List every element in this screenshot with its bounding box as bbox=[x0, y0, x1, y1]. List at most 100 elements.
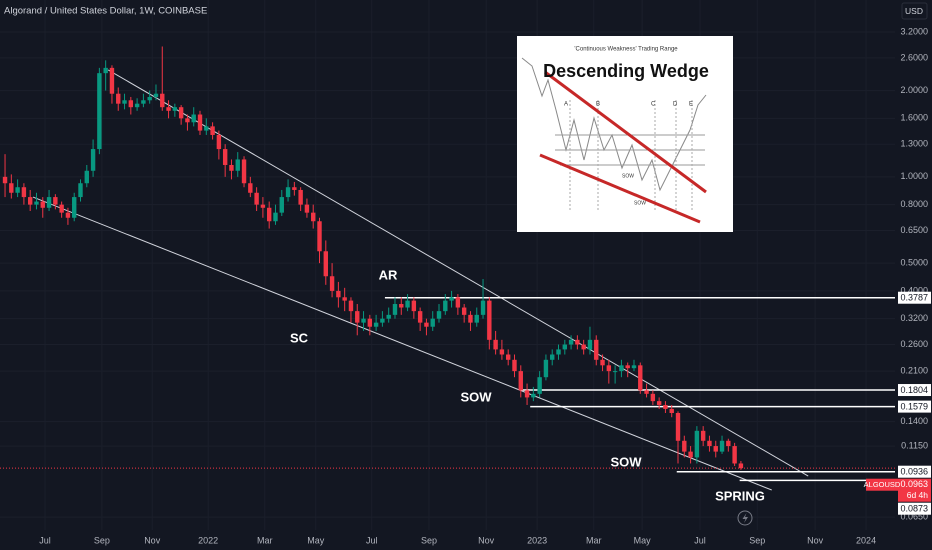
candle-body bbox=[587, 339, 593, 350]
icon-circle[interactable] bbox=[737, 510, 753, 526]
inset-title: Descending Wedge bbox=[543, 61, 709, 81]
annotation: SOW bbox=[610, 454, 642, 469]
replay-icon[interactable] bbox=[737, 510, 753, 526]
candle-body bbox=[78, 183, 83, 198]
candle-body bbox=[719, 440, 725, 452]
candle-body bbox=[512, 359, 517, 372]
candle-body bbox=[424, 322, 429, 327]
candle-body bbox=[669, 408, 674, 414]
candle-body bbox=[361, 318, 366, 323]
y-tick-label: 0.3200 bbox=[900, 313, 928, 323]
candle-body bbox=[329, 276, 335, 291]
level-label-box bbox=[898, 384, 931, 397]
level-label-box bbox=[898, 400, 931, 413]
candle-body bbox=[298, 189, 303, 205]
x-tick-label: Sep bbox=[749, 535, 765, 545]
candle-body bbox=[355, 311, 360, 323]
candle-body bbox=[449, 297, 454, 301]
candle-body bbox=[543, 359, 549, 378]
symbol-box bbox=[866, 478, 898, 491]
candle-body bbox=[216, 134, 222, 150]
candle-body bbox=[392, 304, 398, 315]
candle-body bbox=[480, 300, 486, 315]
y-tick-label: 0.0650 bbox=[900, 511, 928, 521]
candle-body bbox=[304, 204, 310, 213]
candle-body bbox=[59, 204, 64, 213]
candle-body bbox=[524, 390, 530, 398]
annotation: SPRING bbox=[715, 488, 765, 503]
candle-body bbox=[738, 463, 744, 469]
currency-button[interactable] bbox=[901, 2, 928, 20]
candle-body bbox=[493, 339, 498, 350]
x-tick-label: Nov bbox=[478, 535, 495, 545]
x-tick-label: Mar bbox=[586, 535, 602, 545]
level-label-box bbox=[898, 502, 931, 515]
inset-letter: E bbox=[689, 102, 693, 108]
candle-body bbox=[663, 404, 668, 409]
candle-body bbox=[606, 365, 612, 372]
candle-body bbox=[141, 100, 146, 104]
candle-body bbox=[380, 318, 385, 323]
y-tick-label: 0.1150 bbox=[901, 440, 928, 450]
candle-body bbox=[474, 314, 479, 323]
candle-body bbox=[109, 67, 115, 94]
candle-body bbox=[210, 126, 215, 135]
symbol-label: ALGOUSD bbox=[864, 480, 901, 489]
level-label: 0.3787 bbox=[900, 293, 928, 303]
candle-body bbox=[499, 349, 505, 355]
annotation: SOW bbox=[460, 389, 492, 404]
candle-body bbox=[386, 314, 391, 319]
y-tick-label: 0.5000 bbox=[900, 258, 928, 268]
candle-body bbox=[505, 354, 511, 360]
candle-body bbox=[562, 344, 568, 350]
candle-body bbox=[116, 93, 121, 104]
candle-body bbox=[15, 187, 20, 193]
candle-body bbox=[581, 344, 586, 350]
last-price-box bbox=[898, 478, 931, 502]
icon-bolt[interactable] bbox=[742, 513, 749, 523]
inset-subtitle: 'Continuous Weakness' Trading Range bbox=[574, 47, 678, 53]
candle-body bbox=[285, 187, 291, 198]
x-tick-label: May bbox=[634, 535, 652, 545]
candle-body bbox=[600, 359, 605, 366]
candle-body bbox=[178, 107, 184, 119]
level-label-box bbox=[898, 291, 931, 304]
y-tick-label: 0.1400 bbox=[900, 416, 928, 426]
axes: Jul Sep Nov 2022 Mar May Jul Sep Nov 2023 Mar May Ju… bbox=[39, 26, 931, 545]
candle-body bbox=[417, 311, 423, 323]
candle-body bbox=[612, 371, 618, 373]
candle-body bbox=[2, 176, 8, 184]
candle-body bbox=[160, 93, 165, 108]
y-tick-label: 1.6000 bbox=[900, 113, 928, 123]
candle-body bbox=[367, 318, 373, 327]
x-tick-label: Sep bbox=[421, 535, 437, 545]
candle-body bbox=[732, 446, 737, 464]
candle-body bbox=[531, 393, 536, 398]
inset-letter: A bbox=[564, 102, 568, 108]
candle-body bbox=[575, 339, 580, 345]
candle-body bbox=[27, 197, 33, 205]
inset-letter: D bbox=[673, 102, 678, 108]
candle-body bbox=[631, 365, 637, 369]
candle-body bbox=[399, 304, 404, 308]
candle-body bbox=[84, 170, 89, 184]
x-tick-label: Nov bbox=[144, 535, 161, 545]
x-tick-label: Jul bbox=[366, 535, 378, 545]
candle-body bbox=[128, 100, 134, 108]
currency-label[interactable]: USD bbox=[905, 6, 923, 16]
candle-body bbox=[688, 451, 693, 458]
candle-body bbox=[707, 440, 712, 447]
candle-body bbox=[90, 149, 96, 171]
candle-body bbox=[436, 311, 442, 319]
candle-body bbox=[461, 307, 467, 315]
level-label: 0.0936 bbox=[900, 467, 928, 477]
candle-body bbox=[21, 187, 27, 198]
candle-body bbox=[266, 207, 272, 222]
candle-body bbox=[336, 290, 341, 298]
annotation: SC bbox=[290, 330, 309, 345]
candle-body bbox=[625, 365, 630, 369]
candle-body bbox=[248, 183, 253, 193]
x-tick-label: Jul bbox=[694, 535, 706, 545]
